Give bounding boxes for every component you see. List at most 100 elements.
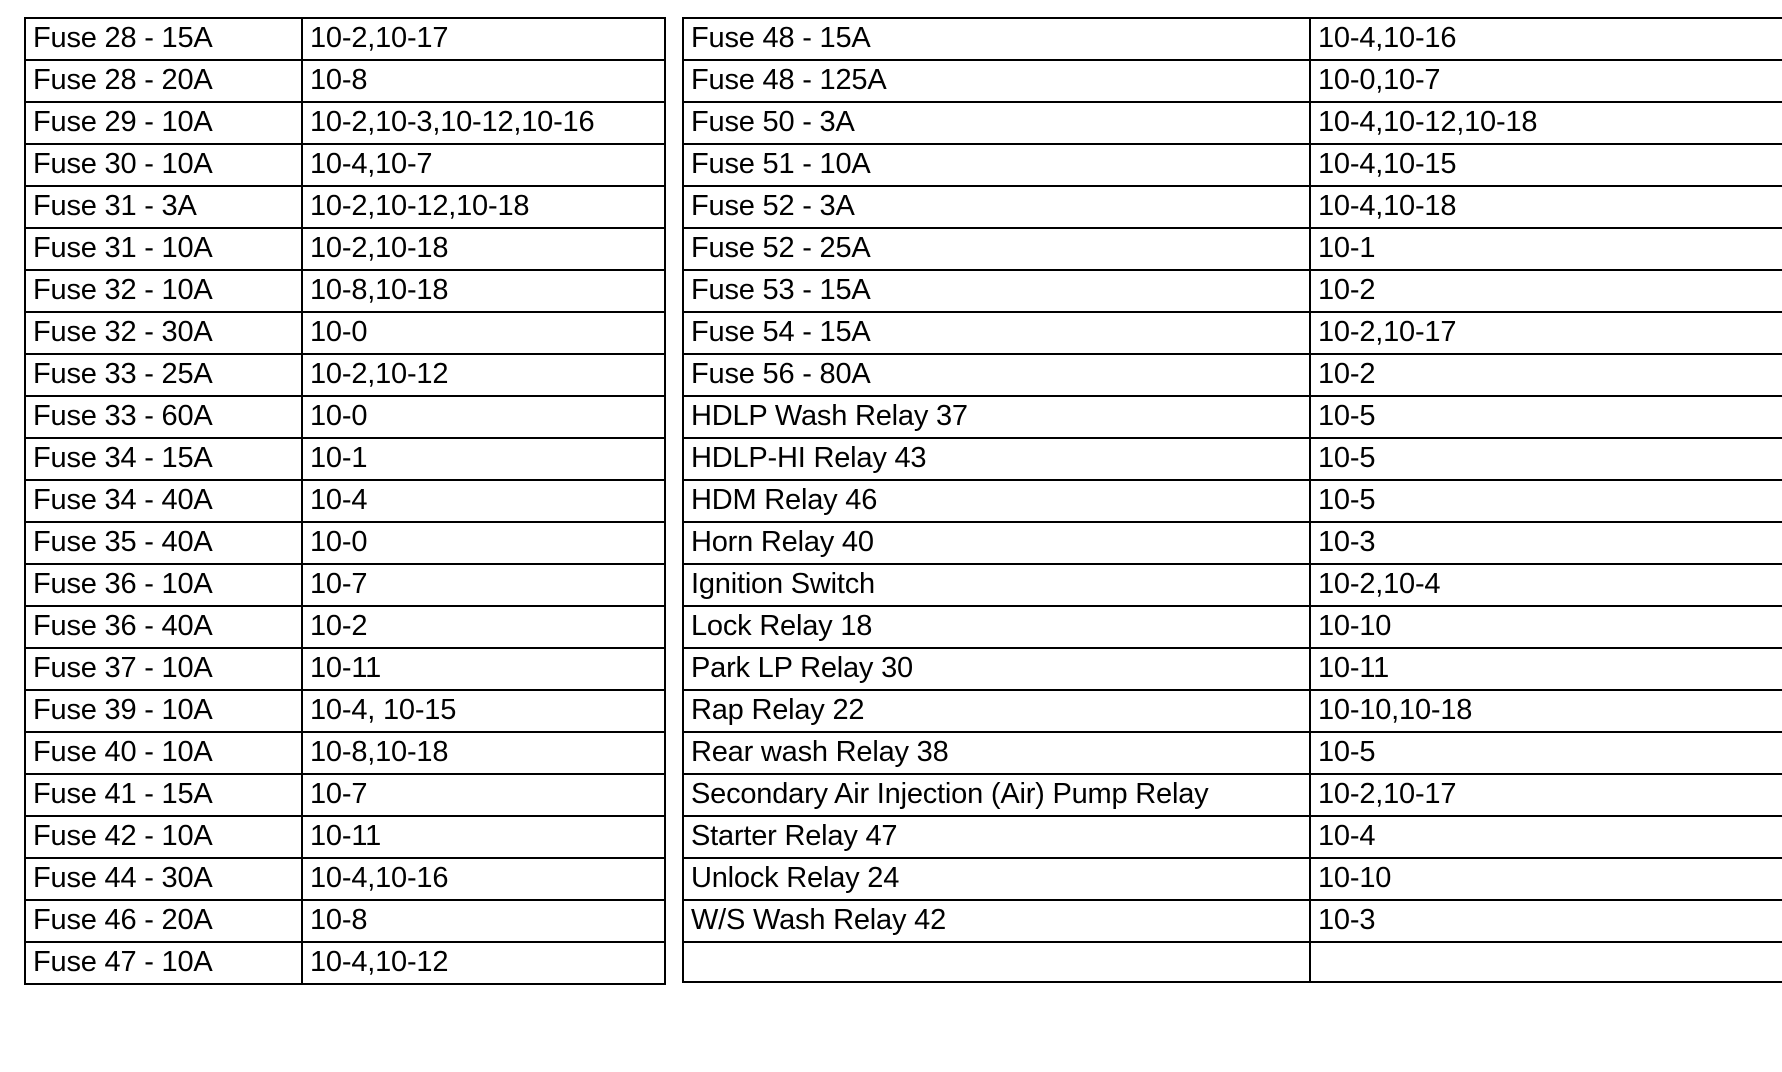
table-row: Fuse 48 - 125A 10-0,10-7 bbox=[682, 59, 1782, 103]
fuse-name-cell: Secondary Air Injection (Air) Pump Relay bbox=[682, 773, 1311, 817]
fuse-location-cell: 10-2,10-3,10-12,10-16 bbox=[301, 101, 666, 145]
fuse-name-cell: Fuse 42 - 10A bbox=[24, 815, 303, 859]
fuse-table-right: Fuse 48 - 15A 10-4,10-16 Fuse 48 - 125A 10-… bbox=[682, 17, 1782, 983]
fuse-name-cell: Fuse 56 - 80A bbox=[682, 353, 1311, 397]
fuse-location-cell: 10-1 bbox=[301, 437, 666, 481]
table-row: Fuse 48 - 15A 10-4,10-16 bbox=[682, 17, 1782, 61]
fuse-name-cell: Fuse 52 - 3A bbox=[682, 185, 1311, 229]
fuse-location-cell: 10-4 bbox=[1309, 815, 1782, 859]
fuse-name-cell: Rap Relay 22 bbox=[682, 689, 1311, 733]
table-row: Fuse 54 - 15A 10-2,10-17 bbox=[682, 311, 1782, 355]
table-row: Fuse 32 - 10A 10-8,10-18 bbox=[24, 269, 666, 313]
fuse-location-cell: 10-1 bbox=[1309, 227, 1782, 271]
fuse-name-cell: Fuse 30 - 10A bbox=[24, 143, 303, 187]
fuse-location-cell: 10-4 bbox=[301, 479, 666, 523]
table-row: Fuse 35 - 40A 10-0 bbox=[24, 521, 666, 565]
table-row: Fuse 41 - 15A 10-7 bbox=[24, 773, 666, 817]
fuse-name-cell: Park LP Relay 30 bbox=[682, 647, 1311, 691]
fuse-location-cell: 10-10 bbox=[1309, 857, 1782, 901]
fuse-location-cell: 10-4,10-16 bbox=[301, 857, 666, 901]
fuse-name-cell: Fuse 36 - 10A bbox=[24, 563, 303, 607]
table-row: HDM Relay 46 10-5 bbox=[682, 479, 1782, 523]
fuse-name-cell: Horn Relay 40 bbox=[682, 521, 1311, 565]
fuse-table-right-body: Fuse 48 - 15A 10-4,10-16 Fuse 48 - 125A 10-… bbox=[682, 17, 1782, 983]
fuse-location-cell: 10-5 bbox=[1309, 437, 1782, 481]
fuse-location-cell: 10-8 bbox=[301, 899, 666, 943]
fuse-name-cell: Fuse 37 - 10A bbox=[24, 647, 303, 691]
fuse-name-cell: Fuse 51 - 10A bbox=[682, 143, 1311, 187]
fuse-name-cell: Fuse 34 - 40A bbox=[24, 479, 303, 523]
fuse-location-cell: 10-8,10-18 bbox=[301, 731, 666, 775]
fuse-location-cell: 10-5 bbox=[1309, 395, 1782, 439]
fuse-location-cell: 10-2,10-17 bbox=[301, 17, 666, 61]
fuse-tables-container: Fuse 28 - 15A 10-2,10-17 Fuse 28 - 20A 10-8… bbox=[24, 17, 1782, 985]
fuse-location-cell: 10-2 bbox=[1309, 353, 1782, 397]
fuse-location-cell: 10-4, 10-15 bbox=[301, 689, 666, 733]
fuse-name-cell: Fuse 32 - 30A bbox=[24, 311, 303, 355]
fuse-location-cell: 10-7 bbox=[301, 773, 666, 817]
fuse-name-cell: Fuse 31 - 3A bbox=[24, 185, 303, 229]
table-row: Fuse 37 - 10A 10-11 bbox=[24, 647, 666, 691]
table-row: Fuse 29 - 10A 10-2,10-3,10-12,10-16 bbox=[24, 101, 666, 145]
fuse-location-cell: 10-0 bbox=[301, 521, 666, 565]
fuse-name-cell: Fuse 31 - 10A bbox=[24, 227, 303, 271]
table-row: Fuse 28 - 20A 10-8 bbox=[24, 59, 666, 103]
table-row: Starter Relay 47 10-4 bbox=[682, 815, 1782, 859]
fuse-name-cell: Fuse 50 - 3A bbox=[682, 101, 1311, 145]
fuse-name-cell: Fuse 52 - 25A bbox=[682, 227, 1311, 271]
table-row: W/S Wash Relay 42 10-3 bbox=[682, 899, 1782, 943]
fuse-name-cell: Fuse 48 - 125A bbox=[682, 59, 1311, 103]
table-row: Fuse 33 - 25A 10-2,10-12 bbox=[24, 353, 666, 397]
table-row: Fuse 51 - 10A 10-4,10-15 bbox=[682, 143, 1782, 187]
fuse-location-cell: 10-4,10-18 bbox=[1309, 185, 1782, 229]
fuse-location-cell: 10-7 bbox=[301, 563, 666, 607]
fuse-name-cell: Fuse 44 - 30A bbox=[24, 857, 303, 901]
fuse-name-cell: Fuse 47 - 10A bbox=[24, 941, 303, 985]
table-row: Lock Relay 18 10-10 bbox=[682, 605, 1782, 649]
fuse-name-cell: Fuse 32 - 10A bbox=[24, 269, 303, 313]
fuse-location-cell: 10-11 bbox=[301, 647, 666, 691]
table-row: Fuse 40 - 10A 10-8,10-18 bbox=[24, 731, 666, 775]
fuse-name-cell: HDLP Wash Relay 37 bbox=[682, 395, 1311, 439]
fuse-name-cell: HDLP-HI Relay 43 bbox=[682, 437, 1311, 481]
fuse-location-cell: 10-11 bbox=[301, 815, 666, 859]
table-row: Fuse 39 - 10A 10-4, 10-15 bbox=[24, 689, 666, 733]
table-row: Horn Relay 40 10-3 bbox=[682, 521, 1782, 565]
table-row: Fuse 31 - 3A 10-2,10-12,10-18 bbox=[24, 185, 666, 229]
fuse-name-cell: Starter Relay 47 bbox=[682, 815, 1311, 859]
fuse-name-cell: Lock Relay 18 bbox=[682, 605, 1311, 649]
table-row: Fuse 42 - 10A 10-11 bbox=[24, 815, 666, 859]
table-row: Fuse 56 - 80A 10-2 bbox=[682, 353, 1782, 397]
table-row: HDLP-HI Relay 43 10-5 bbox=[682, 437, 1782, 481]
fuse-location-cell: 10-2,10-17 bbox=[1309, 773, 1782, 817]
table-row: Unlock Relay 24 10-10 bbox=[682, 857, 1782, 901]
fuse-name-cell: Fuse 40 - 10A bbox=[24, 731, 303, 775]
fuse-name-cell: Fuse 46 - 20A bbox=[24, 899, 303, 943]
fuse-location-cell: 10-10 bbox=[1309, 605, 1782, 649]
table-row: HDLP Wash Relay 37 10-5 bbox=[682, 395, 1782, 439]
fuse-name-cell: Ignition Switch bbox=[682, 563, 1311, 607]
fuse-name-cell: Fuse 28 - 20A bbox=[24, 59, 303, 103]
fuse-location-cell: 10-10,10-18 bbox=[1309, 689, 1782, 733]
table-row: Fuse 52 - 25A 10-1 bbox=[682, 227, 1782, 271]
fuse-name-cell: Fuse 41 - 15A bbox=[24, 773, 303, 817]
fuse-location-cell: 10-2 bbox=[1309, 269, 1782, 313]
fuse-name-cell: Fuse 34 - 15A bbox=[24, 437, 303, 481]
table-row: Fuse 33 - 60A 10-0 bbox=[24, 395, 666, 439]
fuse-name-cell: Rear wash Relay 38 bbox=[682, 731, 1311, 775]
fuse-location-cell: 10-4,10-16 bbox=[1309, 17, 1782, 61]
table-row: Park LP Relay 30 10-11 bbox=[682, 647, 1782, 691]
table-row: Fuse 30 - 10A 10-4,10-7 bbox=[24, 143, 666, 187]
fuse-name-cell: Fuse 39 - 10A bbox=[24, 689, 303, 733]
fuse-table-left: Fuse 28 - 15A 10-2,10-17 Fuse 28 - 20A 10-8… bbox=[24, 17, 666, 985]
fuse-name-cell: Fuse 53 - 15A bbox=[682, 269, 1311, 313]
fuse-name-cell: Fuse 33 - 25A bbox=[24, 353, 303, 397]
table-row: Fuse 32 - 30A 10-0 bbox=[24, 311, 666, 355]
fuse-name-cell: Fuse 48 - 15A bbox=[682, 17, 1311, 61]
fuse-location-cell: 10-2,10-12 bbox=[301, 353, 666, 397]
fuse-location-cell: 10-0,10-7 bbox=[1309, 59, 1782, 103]
fuse-location-cell: 10-2,10-17 bbox=[1309, 311, 1782, 355]
fuse-name-cell: Fuse 35 - 40A bbox=[24, 521, 303, 565]
fuse-location-cell: 10-0 bbox=[301, 311, 666, 355]
